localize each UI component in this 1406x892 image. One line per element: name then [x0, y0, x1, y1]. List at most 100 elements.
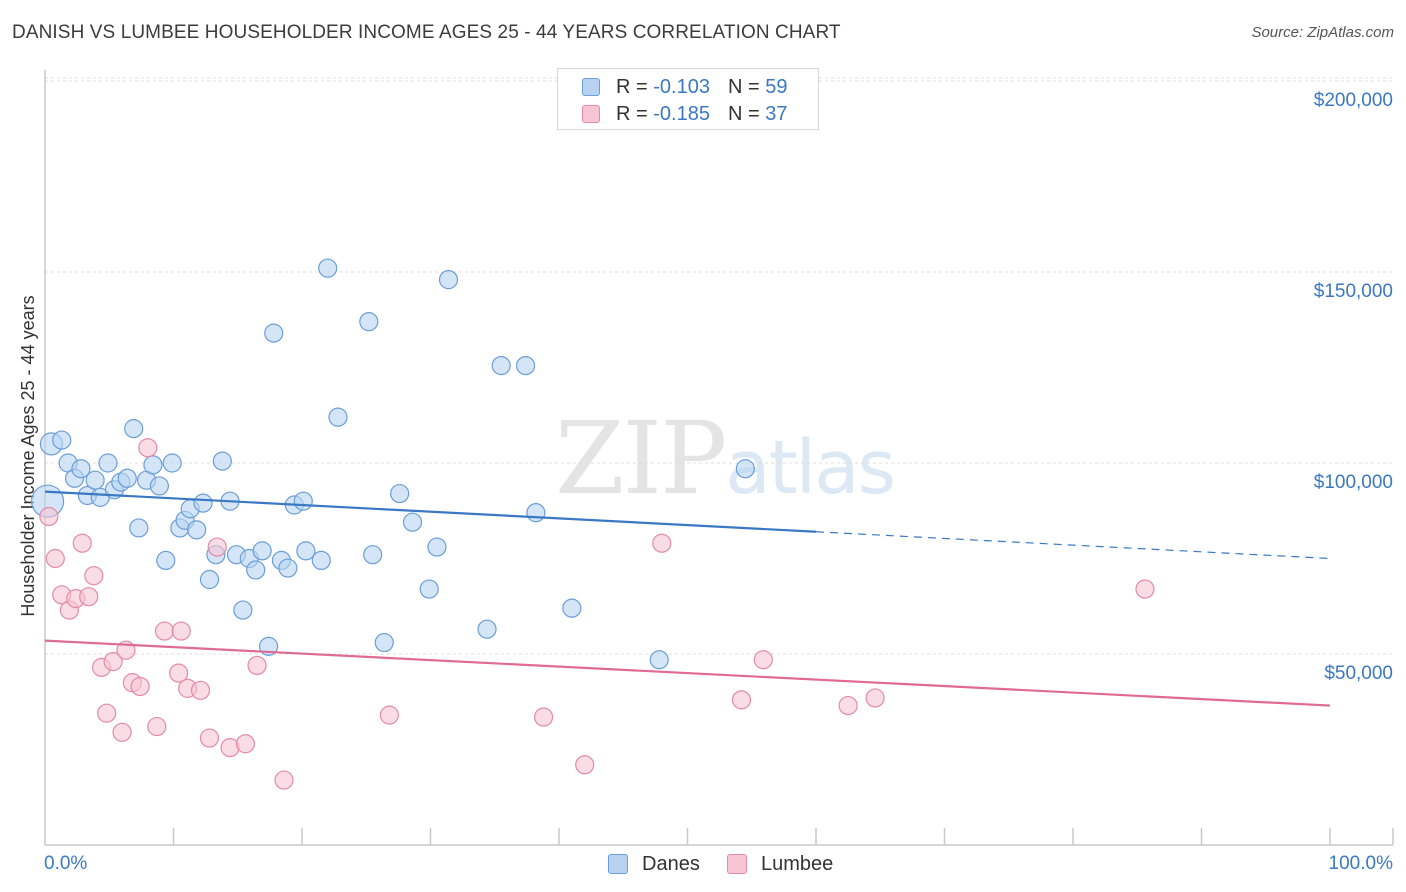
danes-point	[328, 407, 348, 427]
watermark: ZIPatlas	[555, 400, 896, 517]
danes-point	[52, 430, 72, 450]
lumbee-point	[97, 703, 117, 723]
danes-point	[199, 569, 220, 590]
lumbee-point	[575, 755, 595, 775]
danes-point	[264, 323, 284, 343]
lumbee-r-value: -0.185	[653, 102, 710, 125]
lumbee-point	[652, 533, 672, 553]
danes-point	[293, 491, 313, 511]
danes-point	[359, 312, 379, 332]
danes-n-label: N =	[727, 75, 760, 98]
danes-point	[246, 560, 266, 580]
danes-point	[296, 541, 316, 561]
danes-point	[318, 258, 338, 278]
lumbee-point	[147, 716, 167, 737]
lumbee-point	[79, 587, 99, 607]
danes-point	[427, 537, 447, 557]
watermark-zip: ZIP	[555, 400, 727, 517]
danes-point	[526, 503, 546, 523]
lumbee-point	[838, 695, 858, 716]
danes-point	[71, 459, 91, 479]
danes-point	[252, 541, 272, 561]
danes-point	[477, 619, 497, 639]
danes-point	[438, 270, 459, 290]
lumbee-point	[199, 728, 220, 748]
lumbee-swatch	[582, 105, 600, 123]
lumbee-point	[379, 705, 399, 725]
danes-point	[402, 512, 423, 532]
y-tick-label: $100,000	[1314, 472, 1393, 493]
danes-point	[117, 468, 137, 488]
lumbee-point	[171, 621, 191, 641]
legend-row-danes: R = -0.103 N = 59	[582, 75, 787, 99]
bottom-legend-lumbee: Lumbee	[727, 852, 833, 876]
bottom-lumbee-label: Lumbee	[761, 852, 834, 875]
lumbee-point	[138, 438, 158, 458]
chart-title: DANISH VS LUMBEE HOUSEHOLDER INCOME AGES…	[12, 22, 841, 43]
lumbee-r-label: R =	[616, 102, 648, 125]
x-tick-label-max: 100.0%	[1329, 853, 1394, 874]
danes-point	[562, 598, 582, 618]
danes-point	[390, 483, 410, 504]
lumbee-point	[865, 688, 885, 708]
y-axis-label: Householder Income Ages 25 - 44 years	[18, 295, 38, 616]
lumbee-point	[169, 663, 189, 683]
danes-point	[374, 632, 394, 653]
y-tick-label: $150,000	[1314, 281, 1393, 302]
danes-swatch	[582, 78, 600, 96]
lumbee-point	[235, 734, 256, 754]
danes-point	[85, 470, 105, 490]
danes-point	[143, 455, 163, 475]
danes-point	[278, 558, 298, 578]
danes-point	[363, 545, 383, 565]
danes-point	[156, 550, 176, 571]
lumbee-point	[274, 770, 294, 790]
danes-point	[419, 579, 439, 599]
legend-row-lumbee: R = -0.185 N = 37	[582, 102, 787, 126]
lumbee-point	[130, 676, 150, 697]
lumbee-point	[103, 652, 123, 672]
danes-point	[124, 419, 144, 439]
lumbee-point	[84, 566, 104, 586]
danes-point	[98, 453, 118, 473]
danes-n-value: 59	[765, 75, 788, 98]
danes-trend-line	[44, 490, 817, 533]
x-tick-label-min: 0.0%	[44, 853, 87, 874]
y-tick-label: $50,000	[1324, 663, 1393, 684]
danes-r-label: R =	[616, 75, 648, 98]
danes-point	[311, 550, 331, 571]
danes-point	[515, 355, 536, 376]
lumbee-point	[207, 537, 227, 557]
lumbee-point	[112, 722, 132, 742]
danes-point	[491, 355, 511, 376]
lumbee-trend-line	[44, 639, 1331, 707]
lumbee-point	[533, 707, 554, 727]
lumbee-point	[190, 680, 211, 700]
danes-point	[649, 650, 669, 670]
source-label: Source: ZipAtlas.com	[1251, 24, 1394, 41]
y-tick-label: $200,000	[1314, 90, 1393, 111]
bottom-legend-danes: Danes	[608, 852, 700, 876]
danes-point	[149, 476, 169, 496]
danes-point	[735, 459, 755, 479]
danes-trend-extension	[815, 531, 1331, 560]
bottom-lumbee-swatch	[727, 854, 747, 874]
danes-point	[187, 520, 207, 540]
lumbee-point	[72, 533, 92, 553]
lumbee-n-value: 37	[765, 102, 788, 125]
bottom-danes-swatch	[608, 854, 628, 874]
lumbee-n-label: N =	[727, 102, 760, 125]
lumbee-point	[731, 690, 752, 710]
lumbee-point	[1135, 579, 1155, 599]
danes-point	[162, 453, 182, 473]
correlation-legend: R = -0.103 N = 59 R = -0.185 N = 37	[557, 68, 819, 130]
danes-point	[193, 493, 213, 513]
danes-r-value: -0.103	[653, 75, 710, 98]
lumbee-point	[753, 650, 773, 670]
danes-point	[212, 451, 232, 471]
lumbee-point	[154, 621, 175, 641]
danes-point	[233, 600, 253, 620]
lumbee-point	[247, 655, 267, 676]
danes-point	[129, 518, 149, 538]
